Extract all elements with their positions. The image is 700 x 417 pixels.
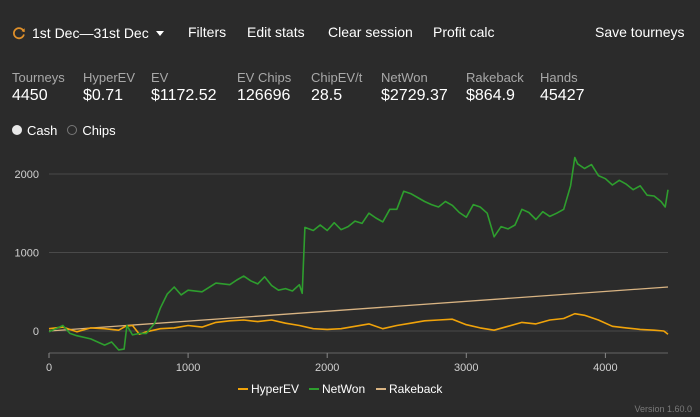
y-tick-label: 0	[33, 326, 39, 338]
series-line-rakeback	[48, 286, 669, 332]
stat-value: $0.71	[83, 87, 124, 104]
y-tick-label: 1000	[15, 248, 39, 260]
stat-value: 28.5	[311, 87, 343, 104]
stat-tourneys: Tourneys 4450	[12, 70, 65, 105]
legend-label-netwon: NetWon	[322, 382, 365, 396]
legend-label-hyperev: HyperEV	[251, 382, 299, 396]
x-tick-label: 1000	[176, 362, 200, 374]
cash-radio-label: Cash	[27, 122, 58, 138]
x-tick-label: 2000	[315, 362, 339, 374]
chips-radio[interactable]: Chips	[67, 122, 116, 138]
stat-hyperev: HyperEV $0.71	[83, 70, 135, 105]
stat-label: Hands	[540, 70, 578, 85]
y-tick-label: 2000	[15, 169, 39, 181]
stat-netwon: NetWon $2729.37	[381, 70, 448, 105]
filters-button[interactable]: Filters	[188, 24, 227, 40]
x-tick-label: 3000	[454, 362, 478, 374]
stat-chipev-per-t: ChipEV/t 28.5	[311, 70, 362, 105]
stat-value: $1172.52	[151, 87, 217, 104]
version-label: Version 1.60.0	[634, 404, 692, 414]
stat-label: EV	[151, 70, 169, 85]
legend-label-rakeback: Rakeback	[389, 382, 443, 396]
save-tourneys-button[interactable]: Save tourneys	[595, 24, 685, 40]
clear-session-button[interactable]: Clear session	[328, 24, 413, 40]
stat-value: $864.9	[466, 87, 515, 104]
profit-calc-button[interactable]: Profit calc	[433, 24, 495, 40]
mode-radio-group: Cash Chips	[12, 122, 126, 138]
stat-label: HyperEV	[83, 70, 136, 85]
chevron-down-icon	[155, 30, 164, 36]
date-range-dropdown[interactable]: 1st Dec—31st Dec	[12, 22, 164, 44]
stat-ev: EV $1172.52	[151, 70, 217, 105]
stat-ev-chips: EV Chips 126696	[237, 70, 291, 105]
stat-label: ChipEV/t	[311, 70, 363, 85]
stat-rakeback: Rakeback $864.9	[466, 70, 524, 105]
profit-chart: 0 1000 2000 0 1000 2000 3000 4000 HyperEV NetWon R…	[15, 156, 669, 396]
refresh-icon[interactable]	[12, 26, 26, 40]
stat-value: 45427	[540, 87, 585, 104]
stat-hands: Hands 45427	[540, 70, 585, 105]
stat-value: $2729.37	[381, 87, 448, 104]
radio-selected-icon	[12, 125, 22, 135]
stat-value: 126696	[237, 87, 291, 104]
x-tick-label: 0	[46, 362, 52, 374]
stats-row: Tourneys 4450 HyperEV $0.71 EV $1172.52 …	[12, 70, 692, 110]
cash-radio[interactable]: Cash	[12, 123, 57, 138]
toolbar: 1st Dec—31st Dec Filters Edit stats Clea…	[0, 0, 700, 64]
stat-label: Rakeback	[466, 70, 524, 85]
stat-label: NetWon	[381, 70, 428, 85]
radio-unselected-icon	[67, 125, 78, 135]
series-line-netwon	[48, 156, 669, 351]
edit-stats-button[interactable]: Edit stats	[247, 24, 305, 40]
date-range-label: 1st Dec—31st Dec	[32, 25, 149, 41]
stat-value: 4450	[12, 87, 48, 104]
x-tick-label: 4000	[593, 362, 617, 374]
chips-radio-label: Chips	[82, 122, 116, 138]
stat-label: EV Chips	[237, 70, 292, 85]
stat-label: Tourneys	[12, 70, 65, 85]
